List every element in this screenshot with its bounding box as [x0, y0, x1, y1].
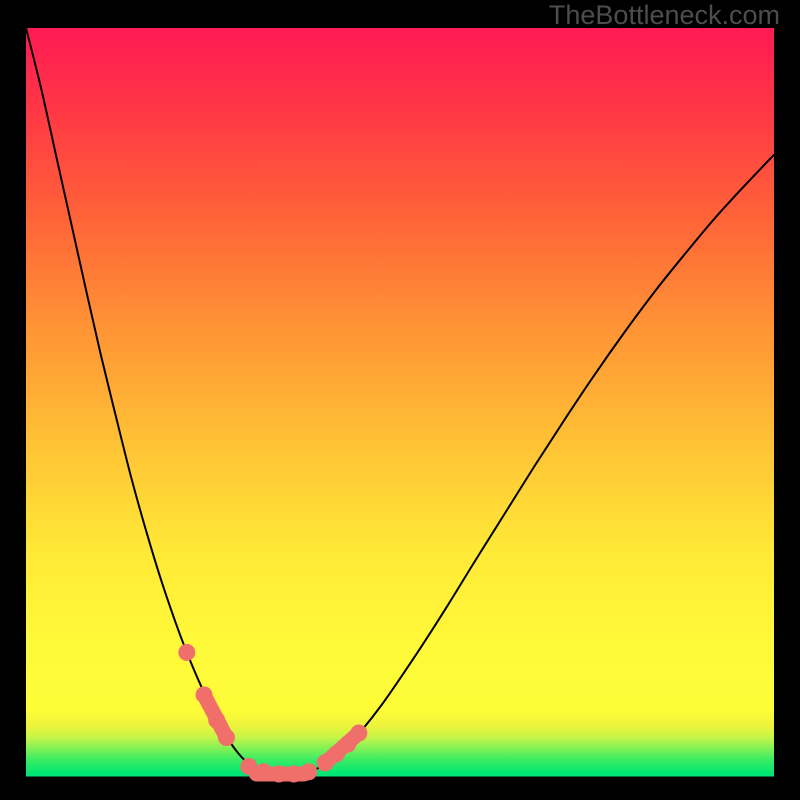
gradient-background	[26, 28, 774, 774]
watermark-text: TheBottleneck.com	[549, 0, 780, 31]
chart-stage: TheBottleneck.com	[0, 0, 800, 800]
